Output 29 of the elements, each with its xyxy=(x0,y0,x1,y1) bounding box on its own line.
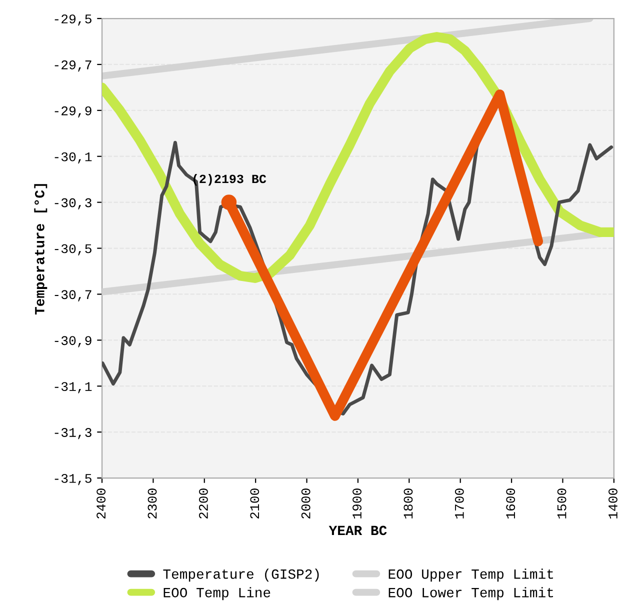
legend-label: Temperature (GISP2) xyxy=(163,568,319,582)
y-tick-label: -30,9 xyxy=(54,336,92,348)
legend-label: EOO Lower Temp Limit xyxy=(388,587,553,600)
y-tick-label: -31,3 xyxy=(54,428,92,440)
y-axis-title: Temperature [°C] xyxy=(34,184,48,315)
y-tick-label: -30,1 xyxy=(54,152,92,164)
y-tick-label: -30,7 xyxy=(54,290,92,302)
y-tick-label: -30,3 xyxy=(54,198,92,210)
legend-label: EOO Upper Temp Limit xyxy=(388,568,553,582)
x-tick-label: 1500 xyxy=(557,488,566,518)
y-tick-label: -31,1 xyxy=(54,382,92,394)
annotation: (2)2193 BC xyxy=(194,174,266,186)
x-tick-label: 1800 xyxy=(404,488,413,518)
y-tick-label: -29,5 xyxy=(54,14,92,26)
x-tick-label: 1900 xyxy=(352,488,362,518)
x-axis-title: YEAR BC xyxy=(328,526,387,536)
x-tick-label: 1600 xyxy=(506,488,516,518)
x-tick-label: 2200 xyxy=(198,488,208,518)
y-tick-label: -29,9 xyxy=(54,106,92,118)
x-tick-label: 2100 xyxy=(250,488,260,518)
x-tick-label: 2300 xyxy=(148,488,157,518)
x-tick-label: 1700 xyxy=(454,488,464,518)
x-tick-label: 2400 xyxy=(96,488,106,518)
y-tick-label: -30,5 xyxy=(54,244,92,256)
x-tick-label: 1400 xyxy=(608,488,618,518)
x-tick-label: 2000 xyxy=(301,488,310,518)
y-tick-label: -31,5 xyxy=(54,474,92,486)
y-tick-label: -29,7 xyxy=(54,60,92,72)
legend-label: EOO Temp Line xyxy=(164,587,270,600)
